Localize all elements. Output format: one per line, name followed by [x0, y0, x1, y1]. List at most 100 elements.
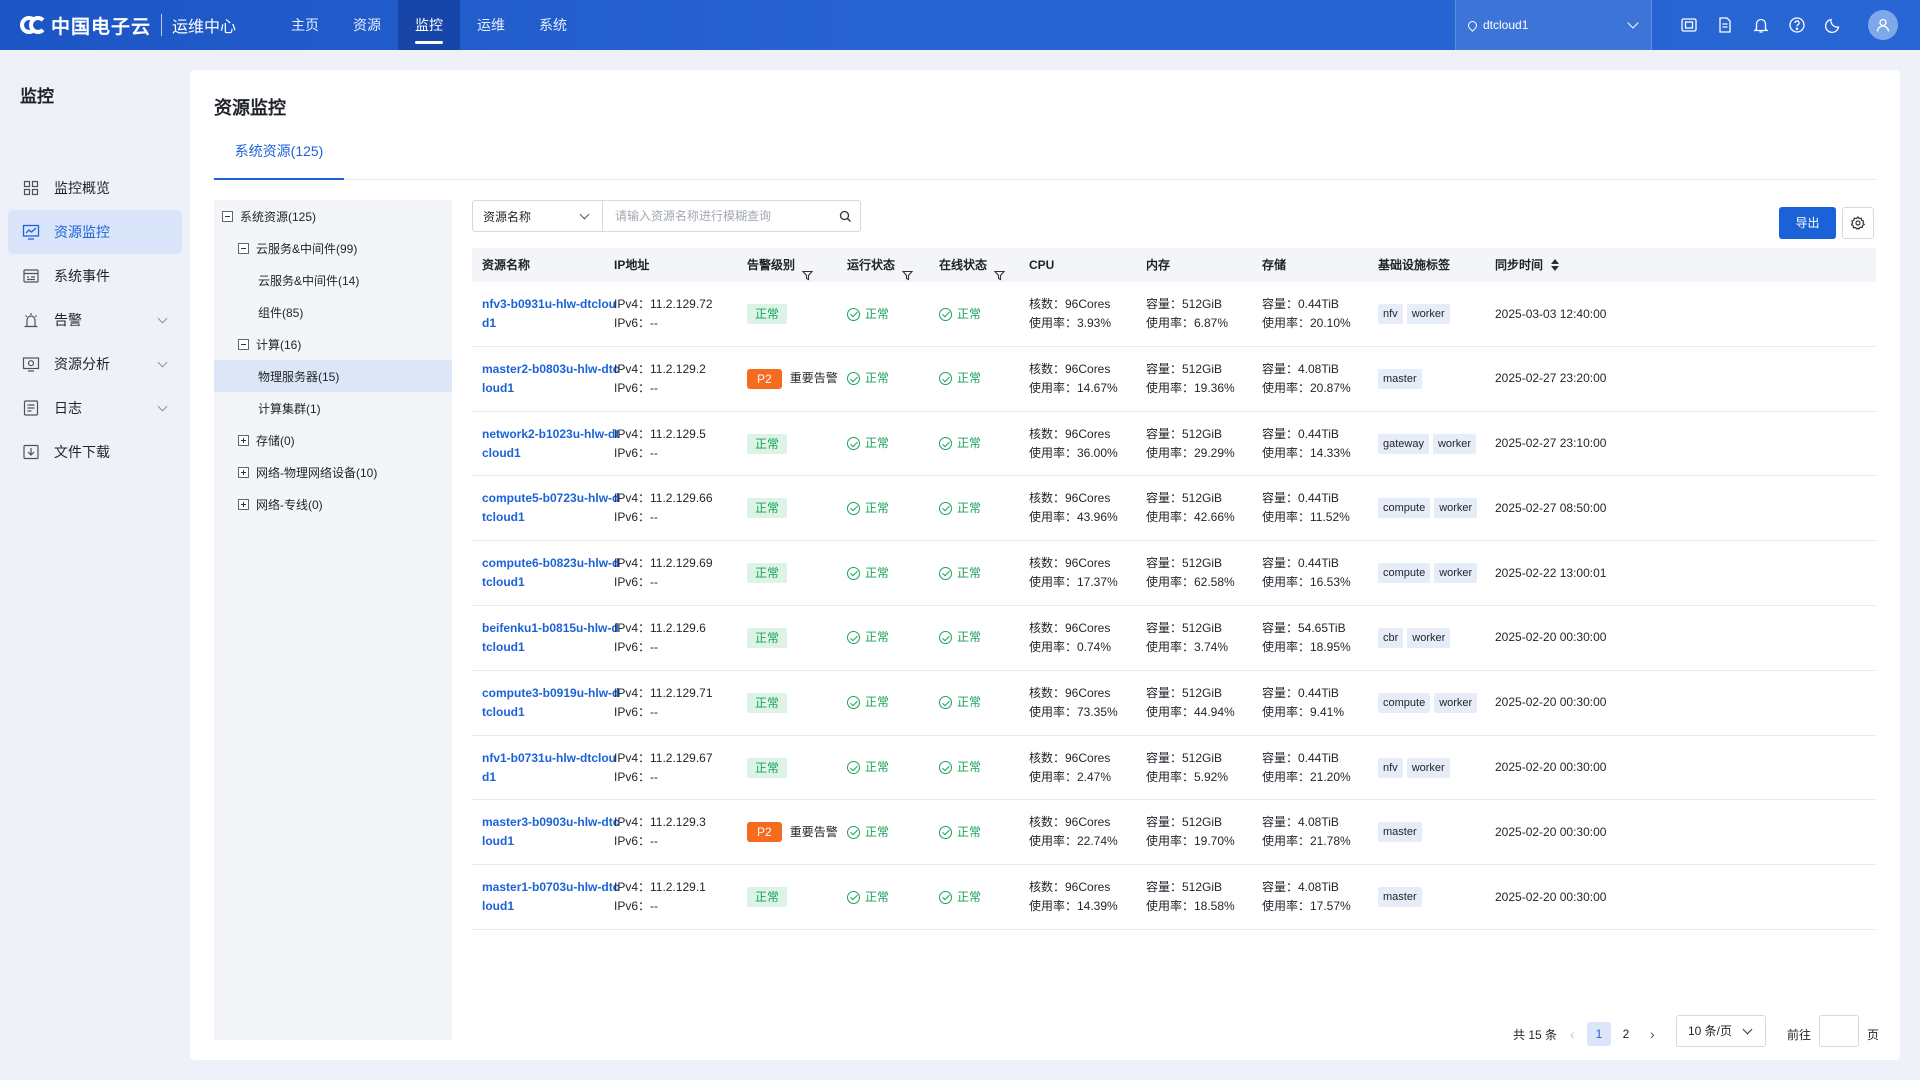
screen-icon[interactable] — [1680, 16, 1698, 34]
page-suffix-label: 页 — [1867, 1028, 1880, 1042]
online-status: 正常 — [939, 823, 981, 842]
tree-node[interactable]: 网络-物理网络设备(10) — [214, 456, 452, 488]
alarm-cell: 正常 — [747, 606, 788, 670]
collapse-icon[interactable] — [238, 242, 249, 254]
alarm-level-text: 重要告警 — [789, 824, 838, 839]
workspace-select[interactable]: dtcloud1 — [1455, 0, 1652, 50]
filter-field-select[interactable]: 资源名称 — [473, 201, 603, 231]
top-nav-item[interactable]: 系统 — [539, 17, 568, 33]
page-size-select[interactable]: 10 条/页 — [1676, 1015, 1766, 1047]
tree-node[interactable]: 物理服务器(15) — [214, 360, 452, 392]
log-icon — [22, 399, 40, 417]
tree-node[interactable]: 网络-专线(0) — [214, 488, 452, 520]
tree-node[interactable]: 计算集群(1) — [214, 392, 452, 424]
brand-logo[interactable]: 中国电子云 运维中心 — [20, 0, 236, 50]
column-header[interactable]: 在线状态 — [939, 248, 1006, 282]
storage-cell: 容量：0.44TiB 使用率：16.53% — [1262, 541, 1351, 605]
resource-name-link[interactable]: master1-b0703u-hlw-dtcloud1 — [482, 880, 620, 914]
goto-page-input[interactable] — [1819, 1015, 1859, 1047]
resource-name-link[interactable]: compute3-b0919u-hlw-dtcloud1 — [482, 685, 620, 719]
infra-tag: worker — [1432, 433, 1476, 454]
sidebar-item[interactable]: 文件下载 — [8, 430, 182, 474]
table-row[interactable]: master2-b0803u-hlw-dtcloud1 IPv4：11.2.129… — [472, 347, 1876, 412]
run-status-cell: 正常 — [847, 541, 889, 605]
sort-icon[interactable] — [1551, 259, 1560, 271]
column-header[interactable]: 同步时间 — [1495, 248, 1560, 282]
tree-node[interactable]: 存储(0) — [214, 424, 452, 456]
export-button[interactable]: 导出 — [1779, 207, 1836, 239]
moon-icon[interactable] — [1824, 16, 1842, 34]
ipv4-text: IPv4：11.2.129.71 — [614, 685, 713, 700]
filter-icon[interactable] — [801, 260, 814, 280]
resource-name-link[interactable]: compute6-b0823u-hlw-dtcloud1 — [482, 556, 620, 590]
expand-icon[interactable] — [238, 466, 249, 478]
resource-name-link[interactable]: master2-b0803u-hlw-dtcloud1 — [482, 361, 620, 395]
tree-node[interactable]: 计算(16) — [214, 328, 452, 360]
sidebar-item[interactable]: 告警 — [8, 298, 182, 342]
top-nav-item[interactable]: 主页 — [291, 17, 320, 33]
resource-name-link[interactable]: nfv3-b0931u-hlw-dtcloud1 — [482, 297, 617, 330]
top-nav-item[interactable]: 资源 — [353, 17, 382, 33]
tab-system-resources[interactable]: 系统资源(125) — [214, 135, 344, 180]
search-icon[interactable] — [830, 201, 860, 231]
sidebar-item[interactable]: 监控概览 — [8, 166, 182, 210]
help-icon[interactable] — [1788, 16, 1806, 34]
expand-icon[interactable] — [238, 498, 249, 510]
sidebar-item[interactable]: 资源监控 — [8, 210, 182, 254]
resource-name-link[interactable]: network2-b1023u-hlw-dtcloud1 — [482, 426, 620, 460]
resource-name-link[interactable]: beifenku1-b0815u-hlw-dtcloud1 — [482, 620, 619, 654]
sidebar-item[interactable]: 资源分析 — [8, 342, 182, 386]
table-row[interactable]: network2-b1023u-hlw-dtcloud1 IPv4：11.2.12… — [472, 412, 1876, 477]
sidebar-item[interactable]: 日志 — [8, 386, 182, 430]
column-settings-button[interactable] — [1842, 207, 1874, 239]
search-input[interactable] — [603, 201, 830, 231]
check-circle-icon — [847, 372, 860, 386]
filter-field-label: 资源名称 — [483, 209, 532, 224]
user-avatar[interactable] — [1868, 10, 1898, 40]
sidebar-item[interactable]: 系统事件 — [8, 254, 182, 298]
storage-capacity-text: 容量：54.65TiB — [1262, 620, 1346, 635]
pagination-next-button[interactable]: › — [1650, 1026, 1655, 1042]
tree-node[interactable]: 云服务&中间件(14) — [214, 264, 452, 296]
resource-name-link[interactable]: compute5-b0723u-hlw-dtcloud1 — [482, 491, 620, 525]
document-icon[interactable] — [1716, 16, 1734, 34]
bell-icon[interactable] — [1752, 16, 1770, 34]
column-header[interactable]: 告警级别 — [747, 248, 814, 282]
column-header: 内存 — [1146, 248, 1170, 282]
pagination-prev-button[interactable]: ‹ — [1570, 1026, 1575, 1042]
tree-node[interactable]: 组件(85) — [214, 296, 452, 328]
infra-tag: gateway — [1378, 433, 1429, 454]
tree-node[interactable]: 云服务&中间件(99) — [214, 232, 452, 264]
resource-name-link[interactable]: nfv1-b0731u-hlw-dtcloud1 — [482, 750, 617, 784]
top-nav-item[interactable]: 运维 — [477, 17, 506, 33]
run-status-text: 正常 — [865, 436, 890, 451]
table-row[interactable]: compute5-b0723u-hlw-dtcloud1 IPv4：11.2.12… — [472, 476, 1876, 542]
table-row[interactable]: nfv3-b0931u-hlw-dtcloud1 IPv4：11.2.129.72… — [472, 282, 1876, 347]
filter-icon[interactable] — [901, 260, 914, 280]
collapse-icon[interactable] — [238, 338, 249, 350]
table-row[interactable]: compute6-b0823u-hlw-dtcloud1 IPv4：11.2.12… — [472, 541, 1876, 606]
pagination-page[interactable]: 2 — [1622, 1027, 1630, 1041]
column-header[interactable]: 运行状态 — [847, 248, 914, 282]
collapse-icon[interactable] — [222, 210, 233, 222]
filter-icon[interactable] — [993, 260, 1006, 280]
table-row[interactable]: nfv1-b0731u-hlw-dtcloud1 IPv4：11.2.129.67… — [472, 736, 1876, 801]
expand-icon[interactable] — [238, 434, 249, 446]
storage-cell: 容量：0.44TiB 使用率：9.41% — [1262, 671, 1344, 735]
tags-cell: nfv worker — [1378, 736, 1450, 800]
table-row[interactable]: compute3-b0919u-hlw-dtcloud1 IPv4：11.2.12… — [472, 671, 1876, 736]
tree-node[interactable]: 系统资源(125) — [214, 200, 452, 232]
tags-cell: gateway worker — [1378, 412, 1476, 476]
cpu-cell: 核数：96Cores 使用率：14.67% — [1029, 347, 1118, 411]
ipv4-text: IPv4：11.2.129.67 — [614, 750, 713, 765]
top-nav-item[interactable]: 监控 — [398, 0, 461, 50]
table-row[interactable]: master3-b0903u-hlw-dtcloud1 IPv4：11.2.129… — [472, 800, 1876, 866]
chevron-down-icon — [157, 401, 168, 412]
resource-name-link[interactable]: master3-b0903u-hlw-dtcloud1 — [482, 815, 620, 849]
online-status-cell: 正常 — [939, 800, 981, 864]
table-row[interactable]: master1-b0703u-hlw-dtcloud1 IPv4：11.2.129… — [472, 865, 1876, 930]
table-row[interactable]: beifenku1-b0815u-hlw-dtcloud1 IPv4：11.2.1… — [472, 606, 1876, 671]
pagination-page[interactable]: 1 — [1587, 1022, 1611, 1046]
cpu-cell: 核数：96Cores 使用率：0.74% — [1029, 606, 1111, 670]
ipv4-text: IPv4：11.2.129.3 — [614, 815, 706, 830]
